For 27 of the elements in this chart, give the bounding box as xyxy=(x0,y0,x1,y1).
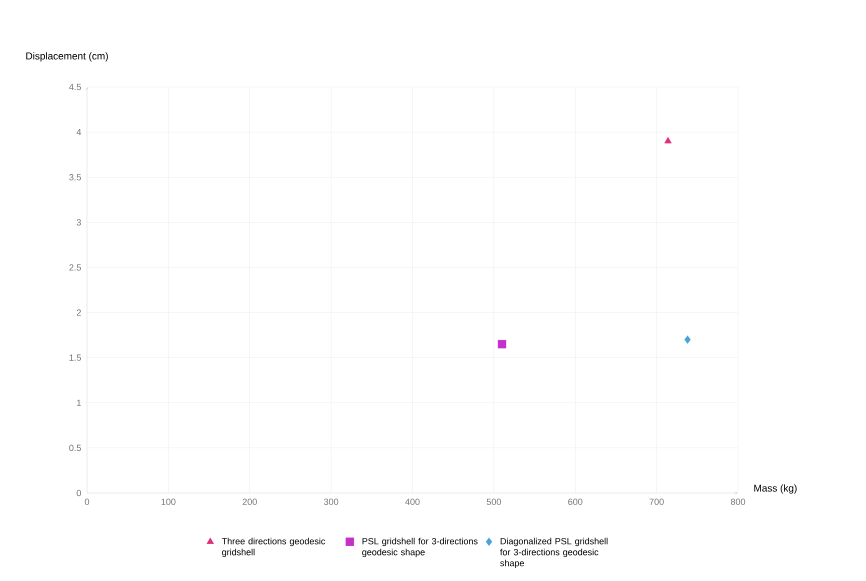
x-tick-label: 500 xyxy=(486,498,502,505)
x-tick-label: 600 xyxy=(568,498,582,505)
point xyxy=(498,340,506,348)
y-tick-label: 1 xyxy=(77,400,81,406)
y-axis-title: Displacement (cm) xyxy=(26,52,108,62)
x-tick-label: 300 xyxy=(324,498,338,505)
y-tick-label: 2 xyxy=(76,309,81,316)
point xyxy=(664,136,672,144)
y-tick-label: 4.5 xyxy=(69,84,81,90)
x-tick-label: 800 xyxy=(730,498,746,505)
x-axis-title: Mass (kg) xyxy=(754,484,797,494)
x-tick-label: 400 xyxy=(405,498,420,505)
y-tick-label: 3 xyxy=(76,219,81,226)
y-tick-label: 1.5 xyxy=(70,354,81,361)
y-tick-label: 2.5 xyxy=(69,264,81,271)
legend-label: Three directions geodesic gridshell xyxy=(222,538,326,558)
y-tick-label: 0.5 xyxy=(69,444,81,452)
point xyxy=(684,335,691,344)
legend-label: PSL gridshell for 3-directions geodesic shape xyxy=(362,538,478,558)
x-tick-label: 100 xyxy=(162,498,176,505)
y-tick-label: 3.5 xyxy=(69,174,81,180)
y-tick-label: 4 xyxy=(76,129,82,136)
x-tick-label: 200 xyxy=(242,498,257,505)
y-tick-label: 0 xyxy=(76,490,82,496)
legend-label: Diagonalized PSL gridshell for 3-directions geodesic shape xyxy=(500,538,608,568)
x-tick-label: 0 xyxy=(84,498,90,505)
x-tick-label: 700 xyxy=(650,498,664,505)
